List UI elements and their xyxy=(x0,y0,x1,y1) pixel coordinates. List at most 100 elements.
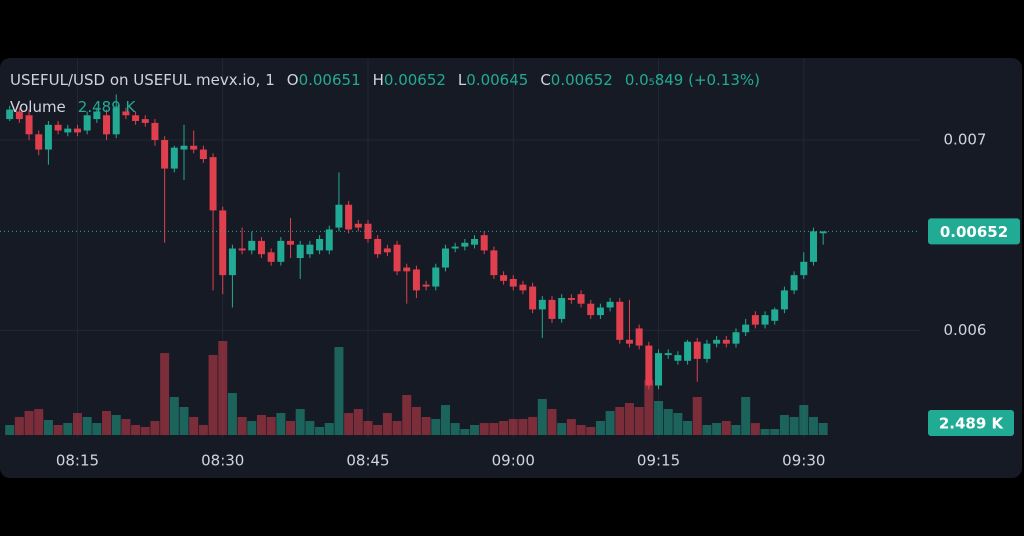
candle-body xyxy=(519,284,527,291)
volume-bar xyxy=(595,420,605,435)
x-tick-label: 08:30 xyxy=(201,452,244,470)
volume-bar xyxy=(499,420,509,435)
legend-value: 0.00652 xyxy=(384,71,446,89)
volume-bar xyxy=(92,423,102,435)
legend-value: 0.00651 xyxy=(299,71,361,89)
volume-bar xyxy=(470,425,480,435)
candle-body xyxy=(83,115,91,131)
candle-body xyxy=(103,115,111,135)
volume-bar xyxy=(673,413,683,435)
volume-bar xyxy=(237,416,247,435)
volume-bar xyxy=(508,419,518,435)
candle-body xyxy=(587,303,595,316)
candle-body xyxy=(228,248,236,276)
volume-bar xyxy=(770,429,780,435)
candle-body xyxy=(558,297,566,319)
candle-body xyxy=(684,341,692,361)
volume-bar xyxy=(440,405,450,435)
volume-bar xyxy=(411,406,421,435)
volume-bar xyxy=(683,420,693,435)
candle-body xyxy=(151,122,159,141)
volume-bar xyxy=(179,406,189,435)
volume-bar xyxy=(818,422,828,435)
candle-body xyxy=(267,252,275,262)
volume-bar xyxy=(198,425,208,435)
candle-body xyxy=(422,284,430,287)
candle-body xyxy=(277,240,285,262)
volume-bar xyxy=(334,346,344,435)
volume-bar xyxy=(363,420,373,435)
volume-bar xyxy=(586,426,596,435)
candle-body xyxy=(345,204,353,230)
volume-bar xyxy=(256,415,266,435)
candle-body xyxy=(35,134,43,150)
volume-bar xyxy=(760,429,770,435)
volume-bar xyxy=(547,409,557,435)
candle-body xyxy=(354,223,362,228)
legend-key: C xyxy=(540,71,550,89)
volume-bar xyxy=(479,423,489,435)
volume-bar xyxy=(644,379,654,435)
candle-body xyxy=(209,157,217,211)
volume-bar xyxy=(750,423,760,435)
candle-body xyxy=(703,343,711,359)
candle-body xyxy=(471,238,479,245)
candle-body xyxy=(645,345,653,386)
candle-body xyxy=(625,339,633,344)
candle-body xyxy=(44,124,52,150)
volume-bar xyxy=(634,406,644,435)
volume-bar xyxy=(799,405,809,435)
volume-bar xyxy=(392,420,402,435)
volume-bar xyxy=(102,410,112,435)
volume-bar xyxy=(208,355,218,435)
candle-body xyxy=(325,229,333,251)
panel xyxy=(0,58,1022,478)
legend-key: L xyxy=(458,71,467,89)
volume-bar xyxy=(82,416,92,435)
legend-key: O xyxy=(287,71,299,89)
volume-bar xyxy=(276,413,286,435)
volume-bar xyxy=(266,416,276,435)
volume-bar xyxy=(344,413,354,435)
volume-bar xyxy=(557,423,567,435)
candle-body xyxy=(15,111,23,120)
legend-header: USEFUL/USD on USEFUL mevx.io, 1 O0.00651 H… xyxy=(10,71,760,89)
volume-bar xyxy=(72,413,82,435)
candle-body xyxy=(141,119,149,123)
candle-body xyxy=(64,128,72,133)
volume-bar xyxy=(169,396,179,435)
volume-bar xyxy=(189,416,199,435)
candle-body xyxy=(635,328,643,346)
volume-bar xyxy=(247,420,257,435)
volume-bar xyxy=(150,420,160,435)
candle-body xyxy=(93,111,101,120)
volume-bar xyxy=(537,399,547,435)
volume-bar xyxy=(789,416,799,435)
price-tag-label: 0.00652 xyxy=(940,223,1008,241)
volume-bar xyxy=(431,419,441,435)
volume-bar xyxy=(121,419,131,435)
legend-key: H xyxy=(373,71,384,89)
volume-bar xyxy=(663,409,673,435)
volume-bar xyxy=(315,426,325,435)
candle-body xyxy=(500,275,508,281)
volume-tag-label: 2.489 K xyxy=(939,414,1005,432)
volume-bar xyxy=(741,396,751,435)
candle-body xyxy=(122,111,130,116)
price-tag xyxy=(928,218,1020,245)
volume-bar xyxy=(53,425,63,435)
x-tick-label: 08:45 xyxy=(346,452,389,470)
volume-bar xyxy=(111,415,121,435)
candle-body xyxy=(374,238,382,255)
candle-body xyxy=(664,353,672,356)
candle-body xyxy=(132,115,140,121)
candle-body xyxy=(480,235,488,251)
volume-bar xyxy=(460,429,470,435)
candle-body xyxy=(257,240,265,255)
volume-bar xyxy=(218,341,228,435)
x-tick-label: 09:30 xyxy=(782,452,825,470)
candle-body xyxy=(780,290,788,310)
candle-body xyxy=(548,299,556,319)
candle-body xyxy=(219,210,227,276)
